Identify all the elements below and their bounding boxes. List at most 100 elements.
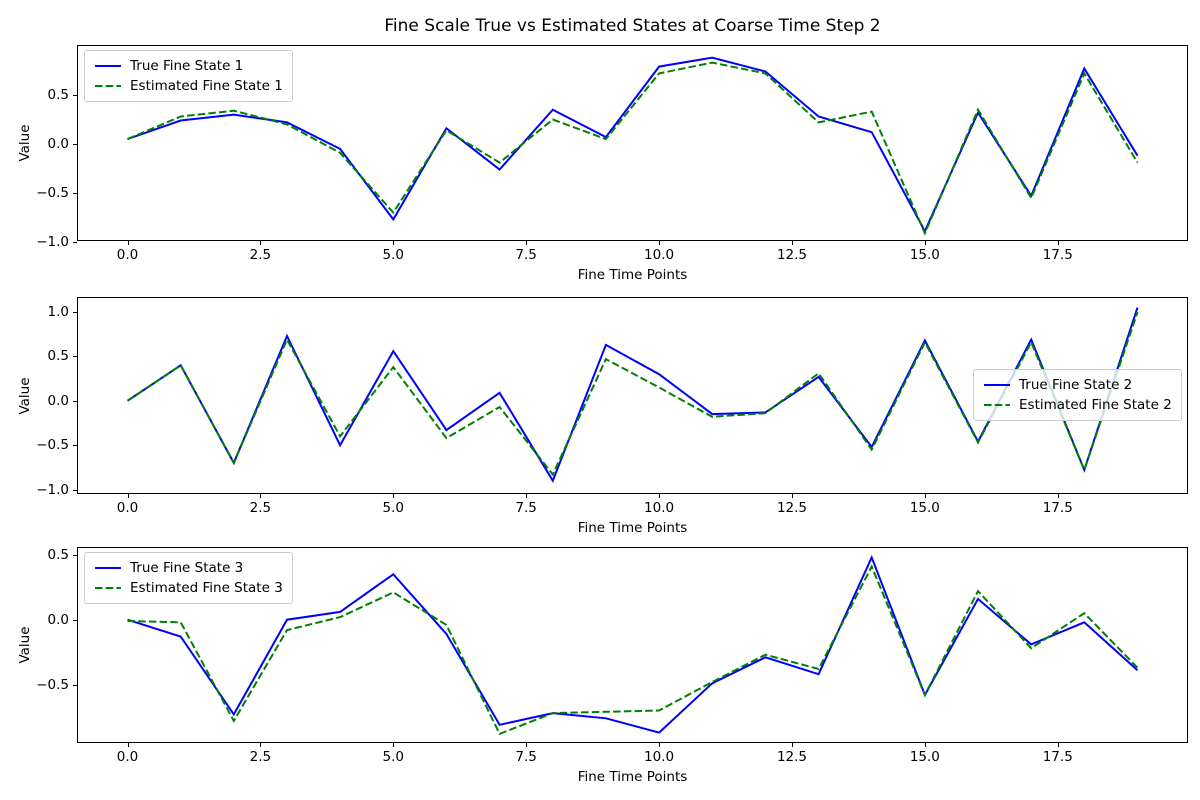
legend-entry: Estimated Fine State 1 [94, 76, 283, 96]
x-tick-label: 12.5 [776, 247, 807, 263]
x-tick-mark [127, 743, 129, 747]
y-tick-label: 1.0 [47, 304, 69, 321]
legend: True Fine State 3 Estimated Fine State 3 [84, 552, 293, 604]
y-tick-mark [73, 445, 77, 447]
y-axis-label-2: Value [17, 377, 33, 415]
x-tick-mark [1057, 241, 1059, 245]
x-tick-mark [659, 743, 661, 747]
y-tick-mark [73, 94, 77, 96]
plot-area [126, 307, 1139, 483]
x-tick-mark [526, 743, 528, 747]
true-state-line-1 [127, 56, 1139, 234]
x-tick-label: 17.5 [1042, 749, 1073, 765]
x-tick-mark [1057, 743, 1059, 747]
legend-label: Estimated Fine State 2 [1019, 397, 1172, 413]
x-tick-mark [924, 494, 926, 498]
x-tick-label: 17.5 [1042, 500, 1073, 516]
x-tick-label: 10.0 [644, 749, 675, 765]
y-tick-mark [73, 192, 77, 194]
x-tick-label: 5.0 [382, 247, 405, 263]
x-tick-label: 7.5 [515, 500, 537, 516]
x-tick-mark [260, 743, 262, 747]
x-tick-mark [1057, 494, 1059, 498]
x-tick-label: 2.5 [249, 247, 272, 263]
y-tick-mark [73, 619, 77, 621]
x-tick-mark [260, 494, 262, 498]
x-tick-mark [924, 241, 926, 245]
x-tick-label: 10.0 [644, 247, 675, 263]
figure-title: Fine Scale True vs Estimated States at C… [384, 16, 881, 36]
dashed-line-sample-icon [95, 587, 121, 589]
x-tick-mark [659, 494, 661, 498]
legend-entry: Estimated Fine State 2 [983, 395, 1172, 415]
x-tick-label: 15.0 [909, 247, 940, 263]
x-tick-mark [791, 241, 793, 245]
legend-entry: True Fine State 2 [983, 375, 1172, 395]
x-tick-mark [393, 241, 395, 245]
x-tick-mark [526, 494, 528, 498]
legend-label: True Fine State 2 [1019, 377, 1133, 393]
x-tick-label: 2.5 [249, 500, 272, 516]
x-tick-label: 5.0 [382, 749, 405, 765]
x-tick-label: 15.0 [909, 500, 940, 516]
y-tick-label: −0.5 [36, 437, 69, 454]
dashed-line-sample-icon [95, 85, 121, 87]
dashed-line-sample-icon [984, 404, 1010, 406]
y-tick-mark [73, 684, 77, 686]
y-tick-label: −0.5 [36, 676, 69, 693]
y-tick-mark [73, 400, 77, 402]
y-tick-label: −1.0 [36, 481, 69, 498]
y-tick-label: 0.5 [47, 86, 69, 103]
legend-label: True Fine State 1 [130, 58, 244, 74]
legend-entry: Estimated Fine State 3 [94, 578, 283, 598]
x-tick-mark [659, 241, 661, 245]
x-tick-label: 0.0 [116, 247, 139, 263]
x-tick-mark [791, 494, 793, 498]
plot-frame [77, 45, 1188, 241]
x-tick-mark [127, 241, 129, 245]
x-tick-mark [526, 241, 528, 245]
solid-line-sample-icon [984, 384, 1010, 386]
x-tick-label: 15.0 [909, 749, 940, 765]
y-tick-label: 0.5 [47, 348, 69, 365]
y-tick-label: 0.0 [47, 135, 69, 152]
x-tick-label: 10.0 [644, 500, 675, 516]
legend: True Fine State 1 Estimated Fine State 1 [84, 50, 293, 102]
x-tick-mark [260, 241, 262, 245]
y-tick-label: −0.5 [36, 184, 69, 201]
legend-entry: True Fine State 3 [94, 558, 283, 578]
x-tick-label: 7.5 [515, 247, 537, 263]
x-tick-label: 12.5 [776, 749, 807, 765]
x-axis-label-3: Fine Time Points [577, 769, 688, 785]
y-tick-label: 0.0 [47, 611, 69, 628]
x-axis-label-2: Fine Time Points [577, 520, 688, 536]
y-tick-mark [73, 489, 77, 491]
y-tick-mark [73, 554, 77, 556]
plot-area [127, 554, 1139, 736]
y-axis-label-1: Value [17, 124, 33, 162]
y-tick-label: 0.5 [47, 546, 69, 563]
legend: True Fine State 2 Estimated Fine State 2 [973, 369, 1182, 421]
solid-line-sample-icon [95, 567, 121, 569]
legend-label: True Fine State 3 [130, 560, 244, 576]
x-axis-label-1: Fine Time Points [577, 267, 688, 283]
legend-label: Estimated Fine State 3 [130, 580, 283, 596]
y-tick-mark [73, 143, 77, 145]
x-tick-label: 12.5 [776, 500, 807, 516]
x-tick-mark [393, 494, 395, 498]
y-tick-mark [73, 312, 77, 314]
x-tick-label: 5.0 [382, 500, 405, 516]
y-tick-label: 0.0 [47, 392, 69, 409]
plot-frame [77, 547, 1188, 743]
x-tick-mark [393, 743, 395, 747]
x-tick-label: 7.5 [515, 749, 537, 765]
x-tick-label: 0.0 [116, 749, 139, 765]
y-tick-mark [73, 241, 77, 243]
legend-label: Estimated Fine State 1 [130, 78, 283, 94]
x-tick-mark [791, 743, 793, 747]
estimated-state-line-2 [126, 311, 1139, 477]
plot-frame [77, 297, 1188, 494]
x-tick-mark [127, 494, 129, 498]
legend-entry: True Fine State 1 [94, 56, 283, 76]
estimated-state-line-1 [127, 61, 1139, 236]
